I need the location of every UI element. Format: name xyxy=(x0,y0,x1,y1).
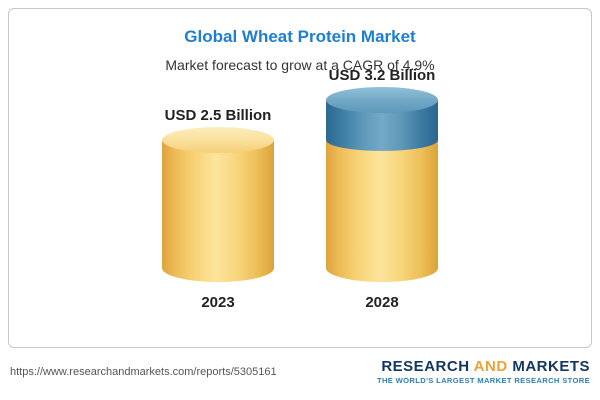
chart-subtitle: Market forecast to grow at a CAGR of 4.9… xyxy=(165,57,435,73)
category-label-2023: 2023 xyxy=(201,294,235,311)
cylinder-2028 xyxy=(326,86,438,282)
chart-area: USD 2.5 Billion 2023 USD 3.2 Billion xyxy=(9,67,591,311)
cylinder-top-ellipse xyxy=(326,86,438,113)
chart-card: Global Wheat Protein Market Market forec… xyxy=(8,8,592,348)
bar-group-2023: USD 2.5 Billion 2023 xyxy=(162,106,274,311)
cylinder-2023 xyxy=(162,126,274,282)
logo-wordmark: RESEARCH AND MARKETS xyxy=(377,357,590,376)
logo-word-and: AND xyxy=(473,357,508,375)
logo-word-markets: MARKETS xyxy=(512,357,590,375)
cylinder-growth-segment xyxy=(326,86,438,151)
footer: https://www.researchandmarkets.com/repor… xyxy=(8,348,592,400)
cylinder-base-segment xyxy=(326,139,438,282)
research-and-markets-logo: RESEARCH AND MARKETS THE WORLD'S LARGEST… xyxy=(376,357,590,386)
cylinder-top-ellipse xyxy=(162,126,274,153)
cylinder-seam-ellipse xyxy=(326,128,438,151)
value-label-2023: USD 2.5 Billion xyxy=(164,106,272,124)
cylinder-base-segment xyxy=(162,126,274,282)
chart-title: Global Wheat Protein Market xyxy=(184,27,416,46)
report-url-link[interactable]: https://www.researchandmarkets.com/repor… xyxy=(10,366,277,378)
category-label-2028: 2028 xyxy=(365,294,399,311)
logo-word-research: RESEARCH xyxy=(381,357,470,375)
bar-group-2028: USD 3.2 Billion 2028 xyxy=(326,67,438,311)
value-label-2028: USD 3.2 Billion xyxy=(328,66,436,84)
logo-tagline: THE WORLD'S LARGEST MARKET RESEARCH STOR… xyxy=(376,376,590,386)
